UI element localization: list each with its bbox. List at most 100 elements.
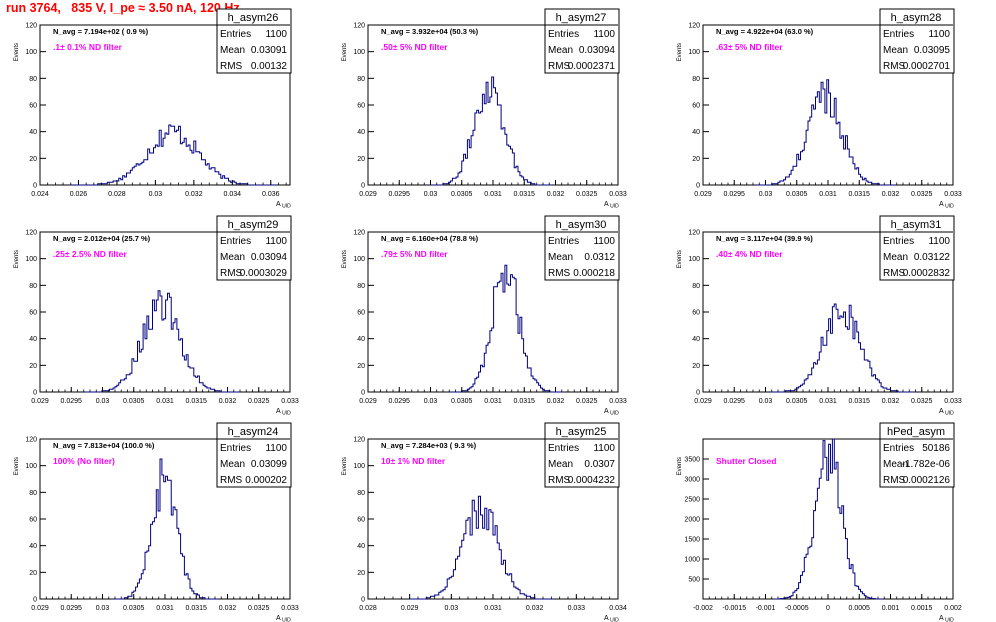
x-axis-label: A UID <box>276 615 291 622</box>
y-tick-label: 120 <box>25 230 37 237</box>
x-tick-label: 0.0325 <box>248 605 270 612</box>
y-tick-label: 120 <box>353 23 365 30</box>
stats-title: h_asym30 <box>556 219 607 231</box>
y-tick-label: 80 <box>29 283 37 290</box>
x-tick-label: 0.029 <box>694 398 712 405</box>
y-tick-label: 0 <box>696 183 700 190</box>
y-tick-label: 100 <box>25 463 37 470</box>
stats-title: h_asym24 <box>228 426 279 438</box>
histogram-pad-h_asym24: 0.029 0.0295 0.03 0.0305 0.031 0.0315 0.032 0.0… <box>14 422 299 622</box>
stats-key: Mean <box>883 459 908 470</box>
y-tick-label: 100 <box>353 49 365 56</box>
y-tick-label: 80 <box>29 76 37 83</box>
x-tick-label: 0.0325 <box>248 398 270 405</box>
histogram-pad-h_asym26: 0.024 0.026 0.028 0.03 0.032 0.034 0.036 0 20 40 6… <box>14 8 292 210</box>
stats-key: Entries <box>548 236 579 247</box>
x-tick-label: -0.002 <box>693 605 713 612</box>
x-tick-label: 0.029 <box>359 191 377 198</box>
x-tick-label: 0.03 <box>445 605 459 612</box>
histogram-bars-h_asym24 <box>113 458 219 600</box>
x-tick-label: 0.032 <box>882 191 900 198</box>
stats-value: 0.0312 <box>584 252 615 263</box>
stats-key: Mean <box>220 459 245 470</box>
histogram-bars-h_asym28 <box>755 79 897 186</box>
x-tick-label: 0.03 <box>424 398 438 405</box>
y-tick-label: 20 <box>357 363 365 370</box>
x-tick-label: 0.0305 <box>123 605 145 612</box>
y-tick-label: 120 <box>25 437 37 444</box>
x-tick-label: 0.0305 <box>123 398 145 405</box>
x-tick-label: 0.0305 <box>451 191 473 198</box>
x-tick-label: 0.0325 <box>576 191 598 198</box>
x-tick-label: 0.032 <box>526 605 544 612</box>
x-tick-label: 0.0295 <box>724 398 746 405</box>
histogram-pad-h_asym30: 0.029 0.0295 0.03 0.0305 0.031 0.0315 0.032 0.0… <box>342 215 627 417</box>
y-tick-label: 100 <box>353 463 365 470</box>
stats-value: 1100 <box>593 29 615 40</box>
x-tick-label: 0.031 <box>819 398 837 405</box>
x-tick-label: 0.033 <box>281 605 299 612</box>
filter-label: 100% (No filter) <box>53 456 115 466</box>
stats-key: RMS <box>548 268 571 279</box>
y-tick-label: 80 <box>29 490 37 497</box>
stats-frame <box>544 422 620 488</box>
x-tick-label: 0.034 <box>609 605 627 612</box>
y-tick-label: 40 <box>692 129 700 136</box>
x-tick-label: 0.0315 <box>514 191 536 198</box>
stats-key: Mean <box>220 45 245 56</box>
y-tick-label: 20 <box>29 156 37 163</box>
x-tick-label: 0.032 <box>547 191 565 198</box>
y-axis-label: Events <box>342 457 348 475</box>
stats-title: h_asym27 <box>556 12 607 24</box>
stats-title: h_asym29 <box>228 219 279 231</box>
y-tick-label: 1000 <box>684 557 700 564</box>
stats-value: 0.03094 <box>579 45 616 56</box>
filter-label: .40± 4% ND filter <box>716 249 783 259</box>
histogram-bars-h_asym30 <box>450 264 563 393</box>
x-tick-label: 0.002 <box>944 605 962 612</box>
y-axis-label: Events <box>677 43 683 61</box>
y-tick-label: 3000 <box>684 477 700 484</box>
x-tick-label: 0.0315 <box>849 398 871 405</box>
x-axis-label: A UID <box>276 201 291 210</box>
stats-box: h_asym29 Entries 1100 Mean 0.03094 RMS0.00030… <box>216 215 292 281</box>
y-tick-label: 0 <box>361 183 365 190</box>
stats-value: 1100 <box>265 29 287 40</box>
y-tick-label: 40 <box>357 129 365 136</box>
stats-key: Entries <box>220 443 251 454</box>
x-tick-label: 0.0005 <box>849 605 871 612</box>
stats-frame <box>216 8 292 74</box>
stats-value: 0.0002126 <box>903 475 951 486</box>
x-tick-label: 0.032 <box>219 398 237 405</box>
x-axis-label: A UID <box>604 615 619 622</box>
stats-value: 1100 <box>265 443 287 454</box>
stats-value: 0.0307 <box>584 459 615 470</box>
stats-box: h_asym30 Entries 1100 Mean 0.0312 RMS 0.000218 <box>544 215 620 281</box>
stats-value: 0.03094 <box>251 252 288 263</box>
stats-frame <box>216 215 292 281</box>
navg-label: N_avg = 6.160e+04 (78.8 %) <box>381 234 479 243</box>
y-tick-label: 60 <box>29 103 37 110</box>
x-tick-label: 0.026 <box>70 191 88 198</box>
y-tick-label: 2000 <box>684 517 700 524</box>
y-tick-label: 60 <box>357 310 365 317</box>
y-tick-label: 3500 <box>684 457 700 464</box>
stats-value: 0.0004232 <box>568 475 616 486</box>
stats-key: Mean <box>548 459 573 470</box>
stats-frame <box>879 215 955 281</box>
y-tick-label: 100 <box>688 49 700 56</box>
x-tick-label: 0.0315 <box>849 191 871 198</box>
x-tick-label: 0.0015 <box>911 605 933 612</box>
y-tick-label: 40 <box>357 336 365 343</box>
y-tick-label: 120 <box>688 23 700 30</box>
y-tick-label: 0 <box>33 597 37 604</box>
filter-label: .63± 5% ND filter <box>716 42 783 52</box>
histogram-pad-hPed_asym: -0.002 -0.0015 -0.001 -0.0005 0 0.0005 0.001 0.… <box>677 422 962 622</box>
stats-value: 0.03099 <box>251 459 288 470</box>
stats-value: 1100 <box>265 236 287 247</box>
x-axis-label: A UID <box>939 408 954 417</box>
x-tick-label: 0.0315 <box>186 398 208 405</box>
filter-label: .1± 0.1% ND filter <box>53 42 123 52</box>
y-tick-label: 120 <box>353 230 365 237</box>
x-tick-label: 0.028 <box>108 191 126 198</box>
